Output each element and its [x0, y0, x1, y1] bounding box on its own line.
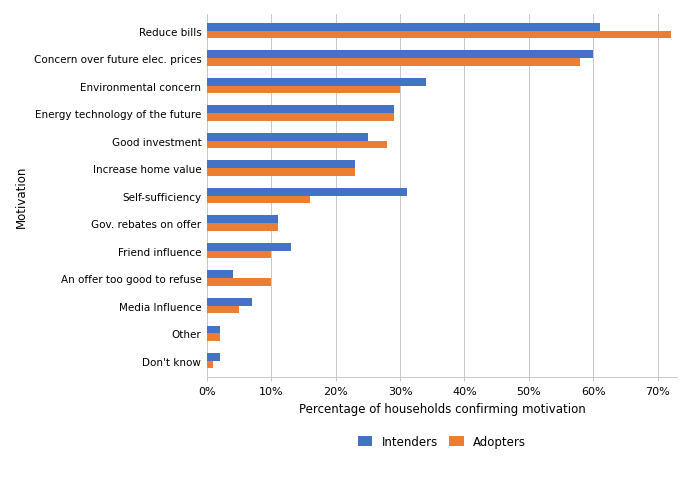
- Bar: [207, 188, 406, 196]
- Bar: [207, 279, 271, 287]
- Bar: [207, 306, 239, 314]
- Bar: [207, 24, 600, 32]
- Bar: [207, 251, 271, 259]
- Bar: [207, 86, 400, 94]
- Bar: [207, 224, 277, 231]
- Bar: [207, 216, 277, 224]
- Bar: [207, 353, 220, 361]
- Bar: [207, 361, 213, 369]
- Bar: [207, 79, 426, 86]
- Bar: [207, 326, 220, 334]
- Bar: [207, 271, 233, 279]
- Bar: [207, 141, 388, 149]
- Bar: [207, 106, 394, 114]
- Bar: [207, 161, 355, 169]
- Bar: [207, 134, 368, 141]
- Bar: [207, 196, 310, 204]
- Y-axis label: Motivation: Motivation: [15, 165, 28, 227]
- Bar: [207, 299, 252, 306]
- Bar: [207, 32, 671, 39]
- Bar: [207, 169, 355, 176]
- Bar: [207, 334, 220, 341]
- Bar: [207, 51, 593, 59]
- Legend: Intenders, Adopters: Intenders, Adopters: [353, 430, 531, 453]
- X-axis label: Percentage of households confirming motivation: Percentage of households confirming moti…: [298, 402, 585, 415]
- Bar: [207, 59, 581, 67]
- Bar: [207, 243, 291, 251]
- Bar: [207, 114, 394, 122]
